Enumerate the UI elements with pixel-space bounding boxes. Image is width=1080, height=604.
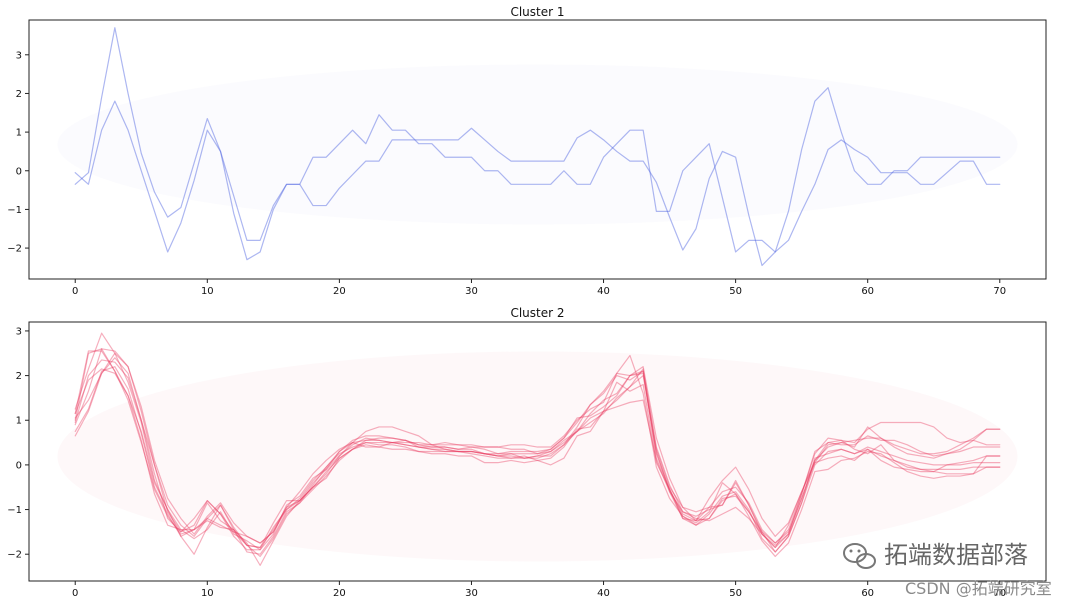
- x-tick-label: 70: [993, 286, 1006, 297]
- x-tick-label: 20: [333, 286, 346, 297]
- x-tick-label: 40: [597, 588, 610, 599]
- series-line-8: [74, 348, 1001, 549]
- y-tick-label: 0: [16, 460, 22, 471]
- series-line-2: [74, 357, 1001, 551]
- x-tick-label: 0: [72, 588, 78, 599]
- x-tick-label: 20: [333, 588, 346, 599]
- watermark-sub-text: CSDN @拓端研究室: [905, 579, 1052, 598]
- y-tick-label: −2: [7, 244, 22, 255]
- series-line-9: [74, 359, 1001, 566]
- y-tick-label: 1: [16, 128, 22, 139]
- x-tick-label: 10: [201, 286, 214, 297]
- y-tick-label: 1: [16, 416, 22, 427]
- x-tick-label: 10: [201, 588, 214, 599]
- x-tick-label: 50: [729, 286, 742, 297]
- x-tick-label: 60: [861, 588, 874, 599]
- wechat-icon: [843, 543, 876, 569]
- x-tick-label: 30: [465, 588, 478, 599]
- y-tick-label: 2: [16, 89, 22, 100]
- series-line-3: [74, 348, 1001, 544]
- series-line-2: [74, 100, 1001, 253]
- x-tick-label: 60: [861, 286, 874, 297]
- plot-area: [28, 19, 1047, 280]
- series-group: [74, 27, 1001, 267]
- series-line-5: [74, 354, 1001, 558]
- y-tick-label: 3: [16, 326, 22, 337]
- x-tick-label: 70: [993, 588, 1006, 599]
- y-tick-label: 3: [16, 50, 22, 61]
- plot-border: [28, 321, 1047, 582]
- series-group: [74, 332, 1001, 566]
- watermark-main-text: 拓端数据部落: [884, 541, 1028, 569]
- plot-area: [28, 321, 1047, 582]
- series-line-1: [74, 352, 1001, 549]
- x-tick-label: 40: [597, 286, 610, 297]
- plot-border: [28, 19, 1047, 280]
- y-tick-label: −1: [7, 505, 22, 516]
- series-line-4: [74, 332, 1001, 555]
- x-tick-label: 30: [465, 286, 478, 297]
- x-tick-label: 50: [729, 588, 742, 599]
- glow-background: [58, 65, 1018, 225]
- y-tick-label: 0: [16, 166, 22, 177]
- y-tick-label: −1: [7, 205, 22, 216]
- y-tick-label: 2: [16, 371, 22, 382]
- chart-title: Cluster 1: [510, 5, 564, 19]
- series-line-6: [74, 350, 1001, 544]
- series-line-7: [74, 368, 1001, 553]
- x-tick-label: 0: [72, 286, 78, 297]
- watermark: 拓端数据部落 CSDN @拓端研究室: [843, 541, 1052, 598]
- y-tick-label: −2: [7, 550, 22, 561]
- series-line-1: [74, 27, 1001, 267]
- chart-title: Cluster 2: [510, 306, 564, 320]
